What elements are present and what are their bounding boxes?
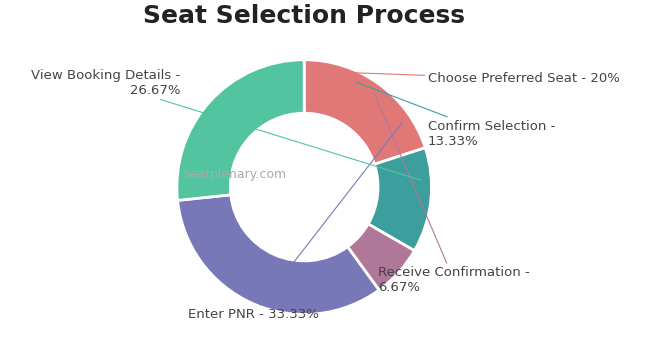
Text: Confirm Selection -
13.33%: Confirm Selection - 13.33% <box>357 82 555 148</box>
Wedge shape <box>177 60 304 201</box>
Wedge shape <box>348 224 415 290</box>
Title: Seat Selection Process: Seat Selection Process <box>143 4 465 28</box>
Wedge shape <box>178 195 379 314</box>
Text: seatplenary.com: seatplenary.com <box>183 168 286 181</box>
Text: Receive Confirmation -
6.67%: Receive Confirmation - 6.67% <box>374 93 530 294</box>
Text: Enter PNR - 33.33%: Enter PNR - 33.33% <box>188 123 402 321</box>
Wedge shape <box>304 60 425 164</box>
Wedge shape <box>368 148 432 251</box>
Text: Choose Preferred Seat - 20%: Choose Preferred Seat - 20% <box>325 72 620 85</box>
Text: View Booking Details -
26.67%: View Booking Details - 26.67% <box>31 69 421 180</box>
